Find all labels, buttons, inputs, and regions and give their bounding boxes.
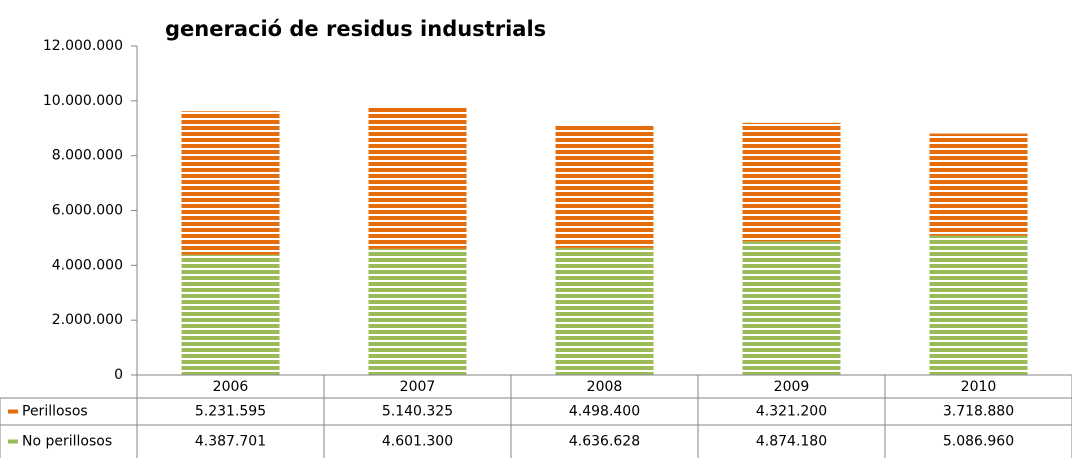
bar-segment: [742, 122, 841, 242]
x-tick-label: 2008: [587, 379, 623, 395]
table-value: 5.231.595: [195, 404, 266, 420]
bar-segment: [368, 248, 467, 375]
y-tick-label: 6.000.000: [52, 203, 123, 219]
table-value: 5.140.325: [382, 404, 453, 420]
table-value: 4.874.180: [756, 434, 827, 450]
table-value: 3.718.880: [943, 404, 1014, 420]
table-value: 4.601.300: [382, 434, 453, 450]
y-tick-label: 12.000.000: [43, 38, 123, 54]
bar-segment: [929, 133, 1028, 236]
y-tick-label: 8.000.000: [52, 148, 123, 164]
y-tick-label: 4.000.000: [52, 257, 123, 273]
legend-label: Perillosos: [22, 404, 88, 420]
legend-label: No perillosos: [22, 434, 112, 450]
bar-segment: [555, 124, 654, 248]
y-tick-label: 2.000.000: [52, 312, 123, 328]
table-value: 5.086.960: [943, 434, 1014, 450]
legend-key: [8, 409, 18, 414]
x-tick-label: 2007: [400, 379, 436, 395]
bar-segment: [555, 247, 654, 375]
bar-segment: [368, 107, 467, 249]
chart-title: generació de residus industrials: [165, 17, 546, 41]
bar-segment: [742, 241, 841, 375]
table-value: 4.636.628: [569, 434, 640, 450]
bar-segment: [929, 235, 1028, 375]
x-tick-label: 2010: [961, 379, 997, 395]
table-value: 4.498.400: [569, 404, 640, 420]
table-value: 4.387.701: [195, 434, 266, 450]
table-value: 4.321.200: [756, 404, 827, 420]
y-tick-label: 10.000.000: [43, 93, 123, 109]
bar-segment: [181, 254, 280, 375]
x-tick-label: 2009: [774, 379, 810, 395]
x-tick-label: 2006: [213, 379, 249, 395]
legend-key: [8, 439, 18, 444]
bar-segment: [181, 111, 280, 255]
y-tick-label: 0: [114, 367, 123, 383]
